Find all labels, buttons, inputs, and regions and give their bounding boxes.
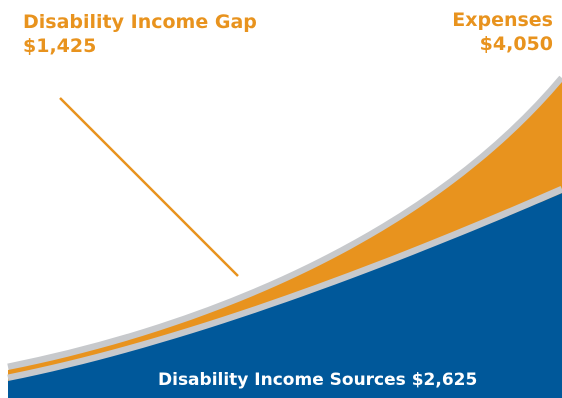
expenses-value: $4,050 <box>479 33 553 55</box>
expenses-label: Expenses $4,050 <box>452 8 553 56</box>
expenses-title: Expenses <box>452 9 553 31</box>
sources-curve-outline <box>7 185 562 382</box>
gap-title: Disability Income Gap <box>23 11 257 33</box>
gap-value: $1,425 <box>23 35 97 57</box>
gap-label: Disability Income Gap $1,425 <box>23 10 257 58</box>
income-sources-area <box>8 193 562 398</box>
expenses-curve-outline <box>7 75 562 371</box>
gap-leader-line <box>59 97 239 277</box>
sources-label: Disability Income Sources $2,625 <box>158 370 478 390</box>
